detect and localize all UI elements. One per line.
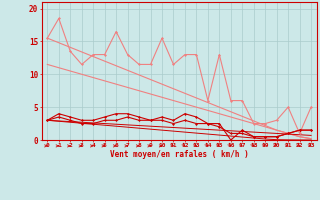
- X-axis label: Vent moyen/en rafales ( km/h ): Vent moyen/en rafales ( km/h ): [110, 150, 249, 159]
